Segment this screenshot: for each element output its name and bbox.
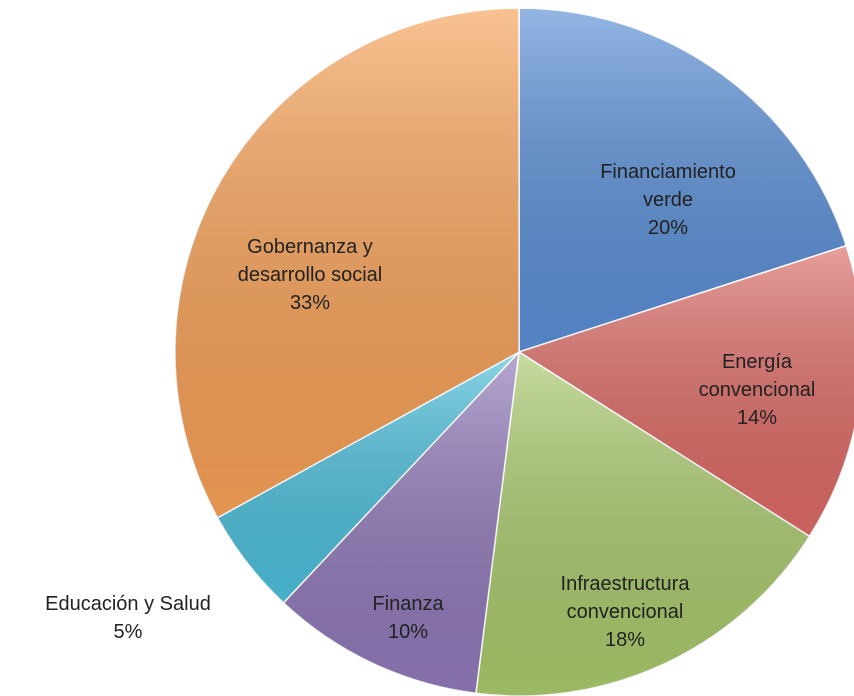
slice-label: Financiamiento verde 20%: [586, 158, 751, 242]
value-label: 20%: [647, 217, 689, 239]
category-label: Energía convencional: [698, 351, 816, 401]
slice-label: Energía convencional 14%: [682, 348, 832, 432]
slice-label: Educación y Salud 5%: [8, 590, 248, 646]
value-label: 10%: [387, 621, 429, 643]
value-label: 18%: [604, 629, 646, 651]
slice-label: Gobernanza y desarrollo social 33%: [223, 233, 398, 317]
category-label: Financiamiento verde: [600, 161, 736, 211]
value-label: 14%: [736, 407, 778, 429]
category-label: Gobernanza y desarrollo social: [237, 236, 383, 286]
slice-label: Finanza 10%: [348, 590, 468, 646]
category-label: Finanza: [372, 593, 444, 615]
value-label: 5%: [113, 621, 143, 643]
category-label: Educación y Salud: [45, 593, 211, 615]
slice-label: Infraestructura convencional 18%: [540, 570, 710, 654]
category-label: Infraestructura convencional: [560, 573, 690, 623]
value-label: 33%: [289, 292, 331, 314]
